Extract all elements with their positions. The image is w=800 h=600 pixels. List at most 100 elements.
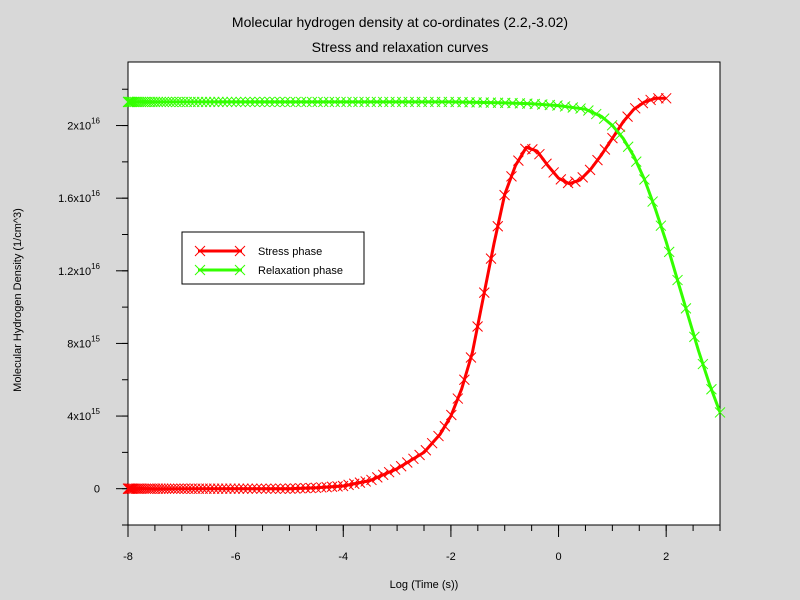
data-point-marker [275, 483, 286, 495]
data-point-marker [445, 409, 457, 421]
data-point-marker [459, 374, 470, 386]
data-point-marker [242, 483, 254, 495]
series-layer [122, 92, 726, 495]
data-point-marker [251, 483, 263, 495]
data-point-marker [192, 96, 204, 108]
data-point-marker [534, 148, 545, 160]
data-point-marker [185, 96, 196, 108]
y-tick-label: 8x1015 [67, 334, 100, 350]
data-point-marker [239, 96, 251, 108]
data-point-marker [312, 96, 323, 108]
data-point-marker [197, 483, 208, 495]
data-point-marker [317, 96, 329, 108]
data-point-marker [598, 113, 610, 124]
data-point-marker [622, 111, 633, 123]
data-point-marker [599, 144, 611, 155]
data-point-marker [371, 472, 383, 483]
data-point-marker [366, 474, 377, 486]
data-point-marker [196, 96, 208, 108]
data-point-marker [230, 96, 242, 108]
legend-item: Relaxation phase [194, 264, 343, 277]
data-point-marker [295, 96, 307, 108]
data-point-marker [414, 449, 425, 461]
x-axis-label: Log (Time (s)) [390, 579, 459, 591]
x-tick-label: 0 [555, 551, 561, 563]
data-point-marker [244, 96, 256, 108]
data-point-marker [264, 96, 276, 108]
data-point-marker [562, 177, 574, 189]
data-point-marker [555, 174, 567, 185]
data-point-marker [310, 482, 322, 494]
data-point-marker [270, 483, 281, 495]
data-point-marker [606, 119, 618, 131]
data-point-marker [439, 420, 451, 432]
data-point-marker [130, 483, 142, 495]
data-point-marker [630, 156, 642, 167]
x-tick-label: -8 [123, 551, 133, 563]
y-axis-label: Molecular Hydrogen Density (1/cm^3) [12, 208, 24, 392]
data-point-marker [527, 144, 538, 155]
data-point-marker [290, 96, 302, 108]
data-point-marker [279, 96, 291, 108]
data-point-marker [284, 96, 296, 108]
data-point-marker [234, 264, 246, 276]
data-point-marker [420, 444, 432, 456]
data-point-marker [401, 457, 413, 468]
data-point-marker [329, 96, 341, 108]
plot-area [127, 61, 721, 526]
data-point-marker [426, 437, 438, 449]
y-tick-label: 2x1016 [67, 117, 100, 133]
data-point-marker [220, 483, 232, 495]
data-point-marker [584, 164, 596, 176]
x-tick-label: -6 [231, 551, 241, 563]
y-tick-label: 1.2x1016 [58, 262, 100, 278]
data-point-marker [204, 483, 216, 495]
data-point-marker [499, 189, 510, 201]
data-point-marker [689, 331, 700, 343]
data-point-marker [341, 96, 352, 108]
x-tick-label: -4 [338, 551, 348, 563]
data-point-marker [221, 96, 233, 108]
data-point-marker [485, 253, 497, 264]
data-point-marker [147, 96, 158, 108]
data-point-marker [383, 466, 395, 478]
data-point-marker [629, 102, 641, 114]
data-point-marker [149, 483, 161, 495]
data-point-marker [229, 483, 241, 495]
data-point-marker [590, 108, 602, 120]
data-point-marker [541, 158, 552, 170]
data-point-marker [246, 483, 258, 495]
y-tick-label: 4x1015 [67, 407, 100, 423]
data-point-marker [233, 483, 245, 495]
data-point-marker [249, 96, 261, 108]
data-point-marker [217, 96, 229, 108]
data-point-marker [274, 96, 286, 108]
data-point-marker [208, 483, 220, 495]
data-point-marker [323, 96, 335, 108]
data-point-marker [204, 96, 216, 108]
data-point-marker [260, 483, 272, 495]
data-point-marker [301, 96, 312, 108]
data-point-marker [326, 481, 338, 493]
data-point-marker [188, 96, 200, 108]
data-point-marker [408, 453, 419, 465]
data-point-marker [575, 103, 586, 114]
data-point-marker [225, 483, 236, 495]
legend: Stress phase Relaxation phase [181, 231, 365, 285]
data-point-marker [216, 483, 228, 495]
data-point-marker [269, 96, 281, 108]
data-point-marker [259, 96, 271, 108]
data-point-marker [680, 303, 692, 314]
data-point-marker [212, 483, 224, 495]
chart-title: Molecular hydrogen density at co-ordinat… [232, 14, 568, 30]
data-point-marker [131, 96, 143, 108]
data-point-marker [235, 96, 247, 108]
x-tick-label: 2 [663, 551, 669, 563]
data-point-marker [389, 464, 401, 475]
data-point-marker [321, 481, 332, 493]
data-point-marker [132, 483, 144, 495]
legend-label: Stress phase [258, 246, 322, 258]
legend-box [181, 231, 365, 285]
data-point-marker [200, 96, 212, 108]
